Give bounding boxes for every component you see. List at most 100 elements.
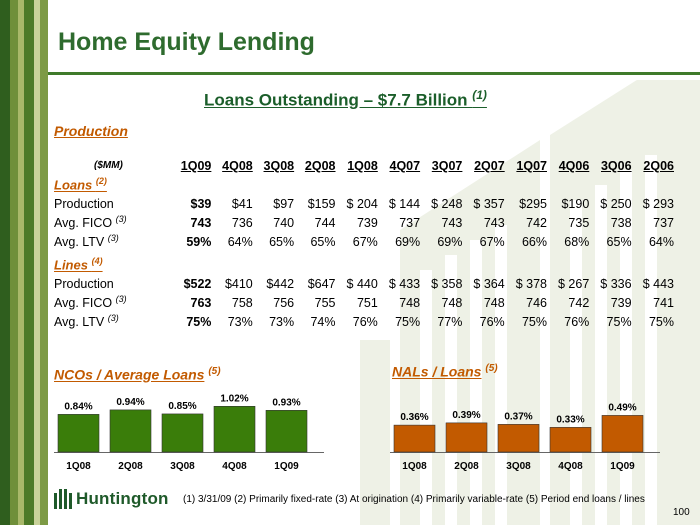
bar [393, 424, 436, 453]
table-cell: $ 440 [346, 276, 378, 291]
table-cell: 755 [314, 295, 336, 310]
table-cell: 69% [437, 234, 463, 249]
column-header: 1Q07 [516, 158, 547, 173]
data-label: 0.84% [64, 401, 92, 412]
column-header: 1Q09 [180, 158, 212, 173]
x-tick-label: 2Q08 [454, 461, 479, 472]
table-cell: 751 [356, 295, 378, 310]
logo-text: Huntington [76, 489, 169, 508]
data-label: 0.33% [556, 414, 584, 425]
table-cell: $ 357 [473, 196, 505, 211]
table-cell: 744 [314, 215, 336, 230]
table-cell: 743 [441, 215, 463, 230]
table-cell: 59% [186, 234, 212, 249]
table-row: Production $522 $410 $442 $647 $ 440 $ 433 $ 35… [54, 274, 674, 293]
table-cell: 73% [227, 314, 253, 329]
nal-chart-title-text: NALs / Loans [392, 363, 482, 380]
table-cell: 75% [186, 314, 212, 329]
data-label: 0.85% [168, 401, 196, 412]
huntington-logo: Huntington [54, 489, 169, 509]
row-label-note: (3) [115, 294, 127, 305]
column-header: 4Q06 [558, 158, 590, 173]
table-cell: 743 [190, 215, 212, 230]
unit-label: ($MM) [94, 160, 123, 171]
table-cell: 67% [479, 234, 505, 249]
table-cell: 65% [269, 234, 295, 249]
row-label-text: Avg. FICO [54, 296, 116, 311]
column-header: 4Q07 [389, 158, 421, 173]
nal-chart-title: NALs / Loans (5) [392, 363, 498, 380]
x-tick-label: 1Q08 [66, 461, 91, 472]
data-label: 0.37% [504, 411, 532, 422]
table-cell: $97 [273, 196, 295, 211]
table-cell: 741 [653, 295, 674, 310]
x-tick-label: 4Q08 [558, 461, 583, 472]
row-label: Production [54, 194, 170, 213]
table-cell: $295 [519, 196, 547, 211]
table-cell: 763 [190, 295, 212, 310]
table-cell: 758 [231, 295, 253, 310]
data-label: 0.39% [452, 410, 480, 421]
bar [109, 409, 152, 453]
table-cell: $ 336 [600, 276, 632, 291]
data-label: 1.02% [220, 393, 248, 404]
row-label: Avg. FICO (3) [54, 213, 170, 232]
lines-heading-row: Lines (4) [54, 255, 674, 274]
data-label: 0.93% [272, 397, 300, 408]
table-cell: 75% [648, 314, 674, 329]
table-cell: 738 [610, 215, 632, 230]
x-tick-label: 4Q08 [222, 461, 247, 472]
nal-bar-chart: 0.36% 1Q08 0.39% 2Q08 0.37% 3Q08 0.33% 4Q08 0.49… [390, 402, 660, 472]
row-label: Avg. LTV (3) [54, 232, 170, 251]
table-cell: 742 [568, 295, 590, 310]
nco-chart-title-text: NCOs / Average Loans [54, 366, 205, 383]
table-cell: 64% [227, 234, 253, 249]
bar [213, 406, 256, 453]
nco-chart-title: NCOs / Average Loans (5) [54, 366, 221, 383]
loans-heading-note: (2) [95, 176, 107, 187]
column-header: 3Q07 [431, 158, 463, 173]
production-table-body: ($MM) 1Q09 4Q08 3Q08 2Q08 1Q08 4Q07 3Q07 2Q07 1Q0… [54, 156, 674, 331]
x-tick-label: 1Q09 [274, 461, 299, 472]
table-cell: $41 [231, 196, 253, 211]
table-cell: $647 [307, 276, 336, 291]
bar [161, 413, 204, 453]
table-cell: $442 [266, 276, 295, 291]
table-cell: $522 [183, 276, 212, 291]
table-cell: $ 358 [431, 276, 463, 291]
row-label-note: (3) [107, 313, 119, 324]
subtitle-text: Loans Outstanding – $7.7 Billion [204, 90, 473, 110]
table-cell: 65% [310, 234, 336, 249]
table-cell: 75% [395, 314, 421, 329]
table-cell: 76% [564, 314, 590, 329]
table-row: Avg. FICO (3) 763 758 756 755 751 748 748 748 746… [54, 293, 674, 312]
x-tick-label: 1Q08 [402, 461, 427, 472]
production-table: ($MM) 1Q09 4Q08 3Q08 2Q08 1Q08 4Q07 3Q07 2Q07 1Q0… [54, 156, 674, 331]
row-label-text: Production [54, 197, 114, 212]
bar [601, 415, 644, 453]
row-label-text: Avg. LTV [54, 235, 108, 250]
x-tick-label: 1Q09 [610, 461, 635, 472]
table-cell: 75% [521, 314, 547, 329]
page-subtitle: Loans Outstanding – $7.7 Billion (1) [204, 88, 487, 111]
row-label: Avg. LTV (3) [54, 312, 170, 331]
bar [265, 410, 308, 453]
table-cell: $190 [561, 196, 590, 211]
column-header: 2Q06 [643, 158, 674, 173]
table-row: Avg. LTV (3) 59% 64% 65% 65% 67% 69% 69% 67% 66% 6… [54, 232, 674, 251]
table-row: Avg. FICO (3) 743 736 740 744 739 737 743 743 742… [54, 213, 674, 232]
row-label-note: (3) [115, 214, 127, 225]
table-cell: 739 [356, 215, 378, 230]
table-cell: 756 [273, 295, 295, 310]
data-label: 0.49% [608, 402, 636, 413]
lines-heading: Lines (4) [54, 255, 674, 274]
lines-heading-note: (4) [91, 256, 103, 267]
logo-icon [54, 489, 72, 509]
bar [57, 414, 100, 453]
table-cell: 748 [441, 295, 463, 310]
row-label: Production [54, 274, 170, 293]
loans-heading-row: Loans (2) [54, 175, 674, 194]
table-cell: $ 443 [642, 276, 674, 291]
title-divider [48, 72, 700, 75]
column-header: 3Q06 [600, 158, 632, 173]
